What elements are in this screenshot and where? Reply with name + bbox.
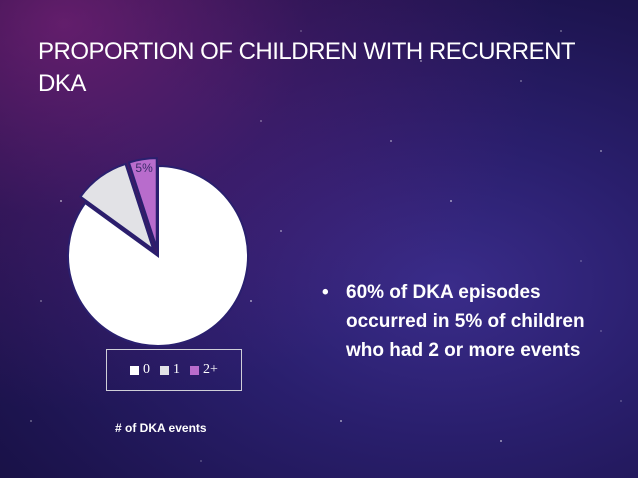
star [560,30,562,32]
star [250,300,252,302]
star [420,60,422,62]
star [450,200,452,202]
star [260,120,262,122]
legend-label-2: 2+ [203,362,218,377]
legend-swatch-1 [160,365,170,375]
pie-data-label-2+: 5% [135,161,153,175]
star [60,200,62,202]
star [390,140,392,142]
legend-label-1: 1 [173,362,181,377]
star [600,330,602,332]
star [340,420,342,422]
star [200,460,202,462]
legend-item-2: 2+ [190,362,218,378]
legend-swatch-0 [130,365,140,375]
star [580,260,582,262]
star [300,30,302,32]
pie-slice-0 [67,164,249,347]
bullet-dot: • [322,282,329,303]
legend-swatch-2 [190,365,200,375]
star [280,230,282,232]
bullet-text: 60% of DKA episodes occurred in 5% of ch… [346,282,585,361]
star [480,350,482,352]
legend-item-1: 1 [160,362,180,378]
star [500,440,502,442]
star [620,400,622,402]
star [40,300,42,302]
legend-item-0: 0 [130,362,150,378]
star [30,420,32,422]
pie-slice-2+ [127,157,158,249]
x-axis-label: # of DKA events [115,421,207,435]
pie-slice-1 [79,162,156,253]
star [600,150,602,152]
chart-legend: 0 1 2+ [106,349,242,391]
legend-label-0: 0 [143,362,151,377]
star [520,80,522,82]
slide-title: PROPORTION OF CHILDREN WITH RECURRENT DK… [38,38,575,97]
